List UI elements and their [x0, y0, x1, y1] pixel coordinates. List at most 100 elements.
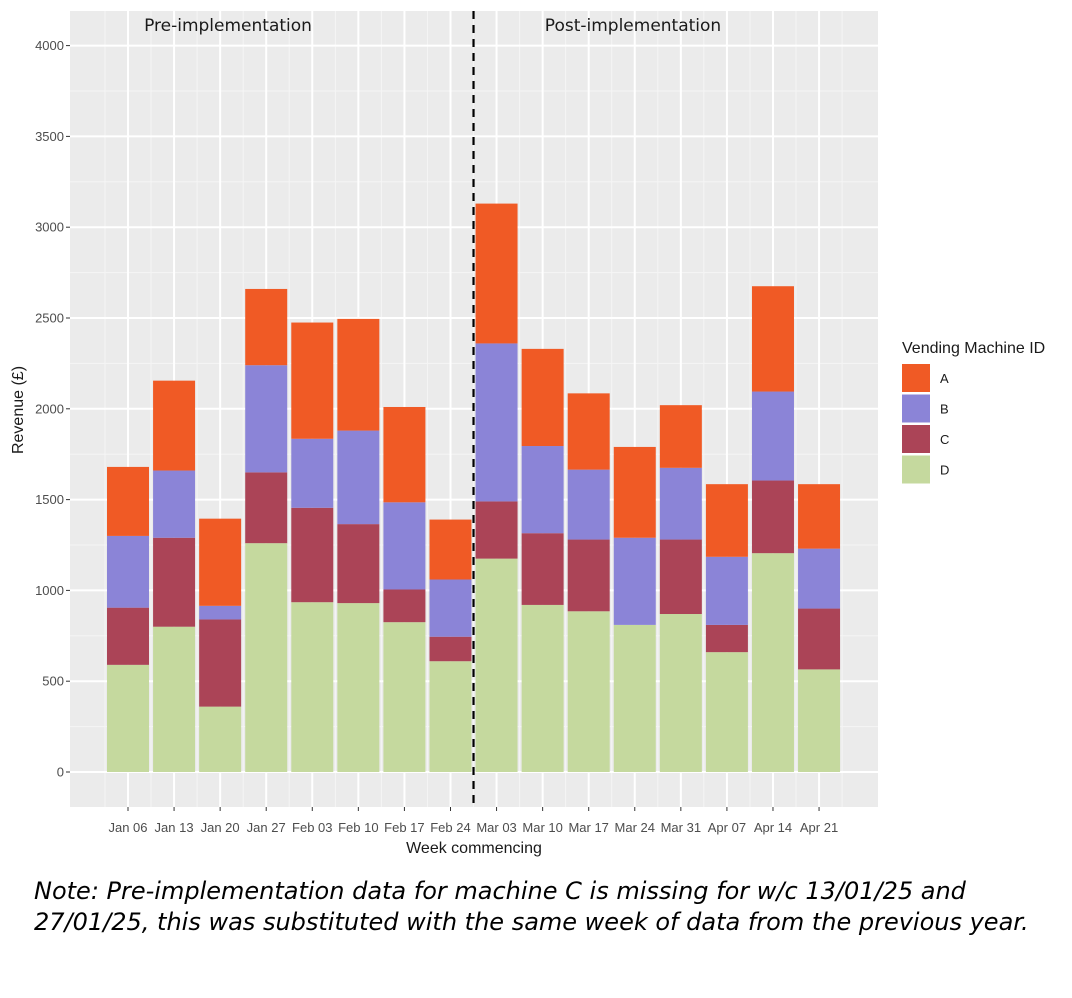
x-tick-label: Apr 14	[754, 820, 792, 835]
bar-segment-a	[705, 484, 748, 557]
x-tick-label: Apr 21	[800, 820, 838, 835]
bar-segment-a	[475, 203, 518, 344]
bar-segment-a	[107, 466, 149, 536]
bar-segment-b	[199, 605, 242, 620]
bar-segment-d	[199, 706, 242, 772]
legend-label-b: B	[940, 402, 949, 417]
bar-segment-b	[613, 537, 656, 625]
legend-label-c: C	[940, 432, 949, 447]
legend-key-a	[902, 364, 930, 392]
bar-segment-a	[521, 348, 564, 447]
x-tick-label: Apr 07	[708, 820, 746, 835]
bar-segment-c	[383, 589, 426, 623]
bar-segment-a	[245, 288, 288, 366]
bar-segment-a	[153, 380, 196, 471]
bar-segment-d	[751, 553, 794, 772]
bar-segment-a	[429, 519, 472, 580]
bar-segment-a	[659, 405, 702, 468]
y-tick-label: 500	[42, 674, 64, 689]
legend-key-d	[902, 455, 930, 484]
bar-segment-b	[337, 430, 380, 525]
bar-segment-b	[429, 579, 472, 637]
y-tick-label: 2500	[35, 311, 64, 326]
bar-segment-c	[475, 501, 518, 559]
x-tick-label: Mar 10	[522, 820, 562, 835]
x-tick-label: Mar 17	[568, 820, 608, 835]
x-axis-title: Week commencing	[406, 840, 542, 857]
x-tick-label: Jan 06	[108, 820, 147, 835]
bar-segment-b	[107, 535, 149, 608]
y-tick-label: 1000	[35, 583, 64, 598]
bar-segment-c	[659, 539, 702, 615]
bar-segment-c	[751, 480, 794, 554]
x-axis-ticks: Jan 06 Jan 13 Jan 20 Jan 27 Feb 03 Feb 10 Feb …	[108, 807, 838, 835]
bar-segment-b	[153, 470, 196, 538]
bar-segment-c	[798, 608, 841, 670]
bar-segment-d	[705, 652, 748, 772]
legend-title: Vending Machine ID	[902, 340, 1045, 357]
bar-segment-a	[337, 318, 380, 431]
y-tick-label: 2000	[35, 401, 64, 416]
legend-key-c	[902, 425, 930, 453]
legend-label-d: D	[940, 463, 949, 478]
stacked-bar-chart: Pre-implementation Post-implementation 0…	[10, 11, 1045, 857]
bar-segment-c	[291, 507, 334, 603]
bar-segment-b	[521, 446, 564, 534]
bar-segment-a	[383, 406, 426, 503]
bars	[107, 203, 841, 772]
legend: Vending Machine ID A BC D	[902, 340, 1045, 484]
x-tick-label: Jan 13	[155, 820, 194, 835]
x-tick-label: Jan 27	[247, 820, 286, 835]
bar-segment-d	[383, 622, 426, 772]
bar-segment-d	[613, 624, 656, 772]
y-axis-ticks: 0 500 1000 1500 2000 2500 3000 3500 4000	[35, 38, 70, 780]
x-tick-label: Feb 17	[384, 820, 424, 835]
bar-segment-b	[705, 556, 748, 625]
bar-segment-a	[751, 286, 794, 392]
x-tick-label: Mar 03	[476, 820, 516, 835]
bar-segment-c	[107, 607, 149, 665]
legend-key-b	[902, 394, 930, 423]
bar-segment-b	[798, 548, 841, 609]
bar-segment-c	[153, 537, 196, 627]
x-tick-label: Feb 10	[338, 820, 378, 835]
y-tick-label: 0	[57, 765, 64, 780]
x-tick-label: Mar 24	[615, 820, 655, 835]
y-axis-title: Revenue (£)	[10, 366, 27, 454]
bar-segment-c	[521, 533, 564, 605]
bar-segment-c	[567, 539, 610, 612]
bar-segment-d	[659, 614, 702, 772]
bar-segment-d	[245, 543, 288, 772]
bar-segment-d	[475, 558, 518, 772]
bar-segment-a	[798, 484, 841, 549]
y-tick-label: 3500	[35, 129, 64, 144]
bar-segment-d	[521, 604, 564, 772]
bar-segment-b	[291, 438, 334, 508]
bar-segment-c	[705, 624, 748, 653]
bar-segment-c	[429, 636, 472, 662]
x-tick-label: Feb 24	[430, 820, 470, 835]
bar-segment-d	[291, 602, 334, 772]
pre-implementation-label: Pre-implementation	[144, 16, 312, 36]
bar-segment-d	[153, 626, 196, 772]
bar-segment-b	[659, 467, 702, 540]
bar-segment-d	[798, 669, 841, 772]
x-tick-label: Jan 20	[201, 820, 240, 835]
footnote: Note: Pre-implementation data for machin…	[34, 877, 1029, 936]
x-tick-label: Mar 31	[661, 820, 701, 835]
legend-label-a: A	[940, 371, 949, 386]
y-tick-label: 4000	[35, 38, 64, 53]
bar-segment-b	[383, 502, 426, 590]
bar-segment-a	[291, 322, 334, 439]
bar-segment-b	[245, 365, 288, 473]
bar-segment-a	[199, 518, 242, 606]
post-implementation-label: Post-implementation	[545, 16, 721, 36]
x-tick-label: Feb 03	[292, 820, 332, 835]
bar-segment-d	[567, 611, 610, 772]
bar-segment-b	[751, 391, 794, 481]
y-tick-label: 1500	[35, 492, 64, 507]
bar-segment-c	[337, 524, 380, 604]
bar-segment-c	[199, 619, 242, 707]
bar-segment-d	[107, 664, 149, 772]
bar-segment-d	[429, 661, 472, 772]
